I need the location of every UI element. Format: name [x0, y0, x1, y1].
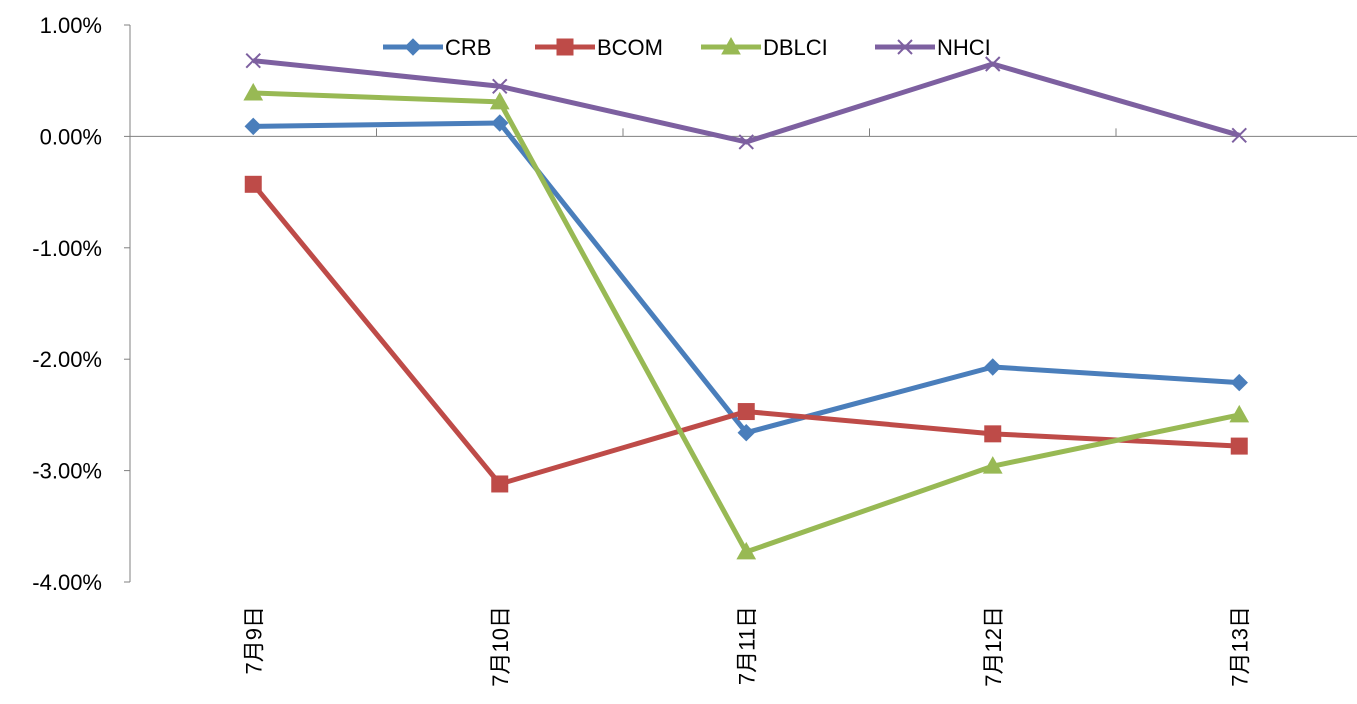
x-tick-label: 7月12日: [981, 606, 1006, 687]
x-tick-label: 7月9日: [241, 606, 266, 674]
data-point: [245, 52, 261, 69]
y-tick-label: 1.00%: [40, 13, 102, 38]
data-point: [244, 117, 262, 136]
data-point: [1229, 404, 1250, 423]
legend-item-nhci: NHCI: [875, 35, 991, 60]
y-tick-label: -3.00%: [32, 459, 102, 484]
y-tick-label: -1.00%: [32, 236, 102, 261]
series-crb: [244, 114, 1248, 442]
data-point: [982, 456, 1003, 474]
data-point: [491, 475, 509, 493]
legend: CRB BCOM DBLCI NHCI: [383, 35, 991, 60]
legend-marker: [404, 38, 422, 56]
y-tick-label: -4.00%: [32, 570, 102, 595]
data-point: [736, 541, 757, 560]
data-point: [1231, 127, 1247, 143]
data-point: [1230, 437, 1248, 455]
data-point: [243, 82, 264, 101]
series-line: [253, 120, 1240, 436]
x-tick-label: 7月13日: [1227, 606, 1252, 687]
legend-marker: [721, 36, 741, 55]
series-nhci: [245, 52, 1247, 150]
legend-label: NHCI: [937, 35, 991, 60]
legend-label: CRB: [445, 35, 491, 60]
series-line: [252, 58, 1240, 145]
legend-marker: [897, 39, 913, 55]
legend-label: DBLCI: [763, 35, 828, 60]
data-point: [492, 78, 508, 94]
series-dblci: [243, 82, 1250, 560]
data-point: [984, 425, 1002, 443]
data-point: [737, 424, 755, 442]
data-point: [1230, 373, 1248, 392]
y-tick-label: 0.00%: [40, 124, 102, 149]
legend-label: BCOM: [597, 35, 663, 60]
data-point: [489, 91, 510, 110]
x-axis-tick-labels: 7月9日 7月10日 7月11日 7月12日 7月13日: [241, 606, 1252, 687]
legend-item-dblci: DBLCI: [701, 35, 828, 60]
series-bcom: [244, 175, 1248, 493]
data-point: [985, 56, 1001, 72]
legend-item-crb: CRB: [383, 35, 491, 60]
y-axis-tick-labels: 1.00% 0.00% -1.00% -2.00% -3.00% -4.00%: [32, 13, 102, 595]
legend-item-bcom: BCOM: [535, 35, 663, 60]
series-lines: [243, 52, 1250, 560]
data-point: [984, 358, 1002, 376]
data-point: [738, 134, 754, 150]
data-point: [244, 175, 262, 193]
x-tick-label: 7月10日: [488, 606, 513, 687]
series-line: [253, 90, 1240, 555]
data-point: [737, 403, 755, 421]
data-point: [491, 114, 509, 132]
x-tick-label: 7月11日: [734, 606, 759, 685]
legend-marker: [556, 38, 574, 56]
axes: [124, 24, 1357, 583]
y-tick-label: -2.00%: [32, 347, 102, 372]
